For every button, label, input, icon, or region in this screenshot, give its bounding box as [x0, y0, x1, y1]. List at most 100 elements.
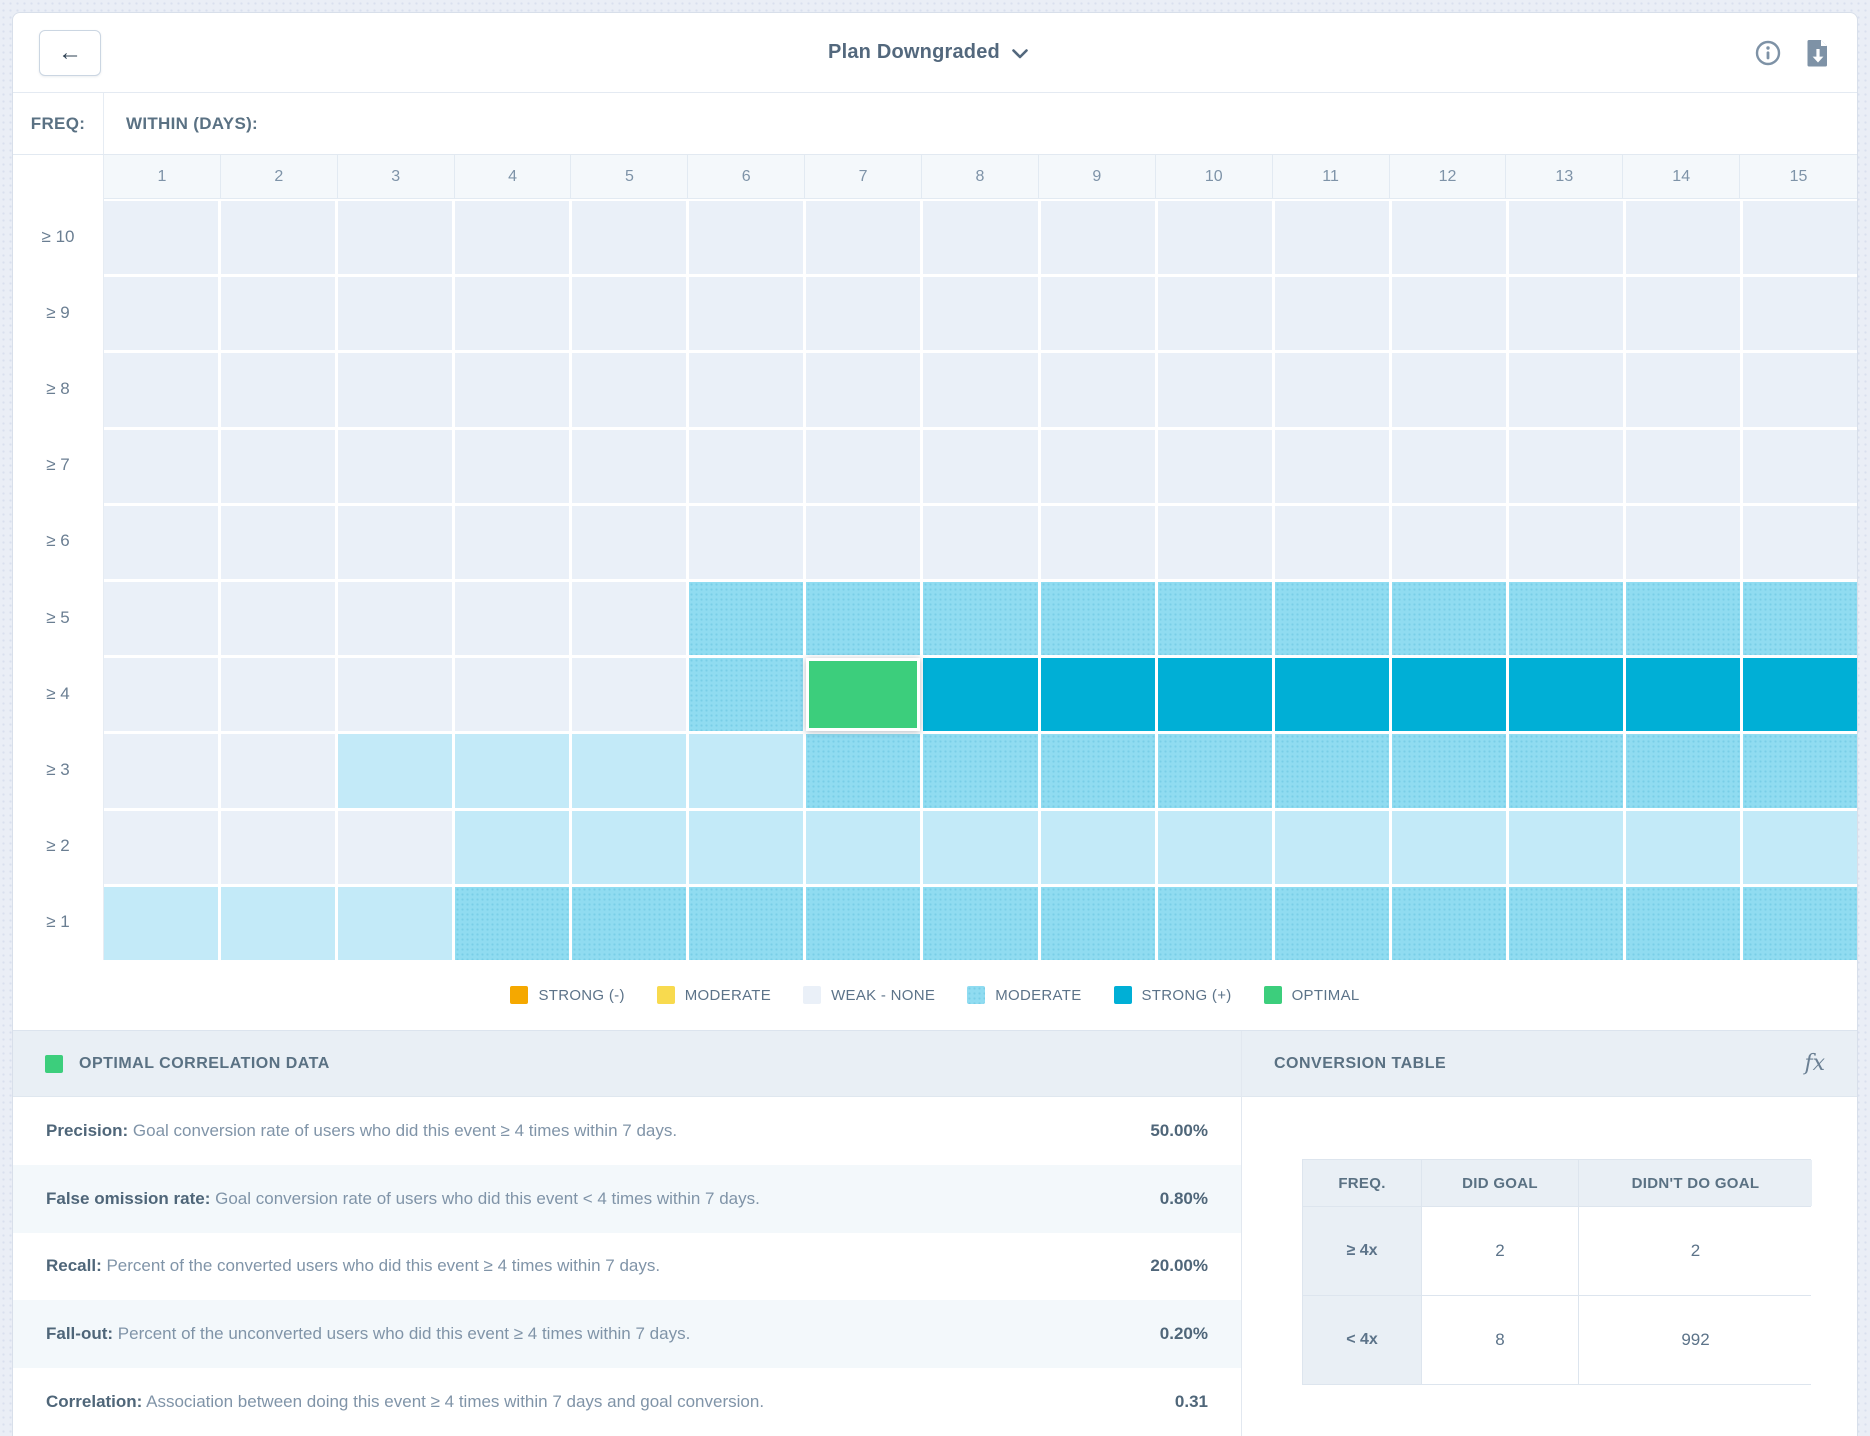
heatmap-cell-moderate[interactable] — [1274, 581, 1389, 656]
heatmap-cell-weak[interactable] — [1508, 201, 1623, 275]
heatmap-cell-light[interactable] — [455, 810, 570, 884]
heatmap-cell-weak[interactable] — [1625, 505, 1740, 579]
heatmap-cell-weak[interactable] — [1157, 277, 1272, 351]
heatmap-cell-weak[interactable] — [1391, 353, 1506, 427]
heatmap-cell-weak[interactable] — [572, 201, 687, 275]
heatmap-cell-weak[interactable] — [1742, 353, 1857, 427]
heatmap-cell-light[interactable] — [104, 886, 219, 960]
heatmap-cell-moderate[interactable] — [1508, 581, 1623, 656]
heatmap-cell-strong[interactable] — [1274, 658, 1389, 732]
heatmap-cell-weak[interactable] — [455, 353, 570, 427]
heatmap-cell-weak[interactable] — [221, 505, 336, 579]
heatmap-cell-weak[interactable] — [689, 277, 804, 351]
heatmap-cell-weak[interactable] — [572, 353, 687, 427]
heatmap-cell-weak[interactable] — [923, 505, 1038, 579]
download-icon[interactable] — [1805, 38, 1831, 68]
heatmap-cell-weak[interactable] — [1742, 277, 1857, 351]
heatmap-cell-light[interactable] — [572, 734, 687, 808]
heatmap-cell-weak[interactable] — [923, 201, 1038, 275]
heatmap-cell-weak[interactable] — [104, 201, 219, 275]
heatmap-cell-strong[interactable] — [1391, 658, 1506, 732]
heatmap-cell-weak[interactable] — [1274, 353, 1389, 427]
heatmap-cell-weak[interactable] — [221, 810, 336, 884]
heatmap-cell-weak[interactable] — [1625, 429, 1740, 503]
heatmap-cell-weak[interactable] — [1157, 505, 1272, 579]
heatmap-cell-light[interactable] — [1040, 810, 1155, 884]
heatmap-cell-strong[interactable] — [923, 658, 1038, 732]
heatmap-cell-moderate[interactable] — [1040, 734, 1155, 808]
heatmap-cell-weak[interactable] — [221, 429, 336, 503]
heatmap-cell-weak[interactable] — [1742, 429, 1857, 503]
heatmap-cell-weak[interactable] — [338, 201, 453, 275]
heatmap-cell-light[interactable] — [455, 734, 570, 808]
heatmap-cell-moderate[interactable] — [1625, 734, 1740, 808]
heatmap-cell-moderate[interactable] — [1040, 581, 1155, 656]
heatmap-cell-moderate[interactable] — [806, 581, 921, 656]
heatmap-cell-weak[interactable] — [104, 734, 219, 808]
heatmap-cell-weak[interactable] — [455, 658, 570, 732]
heatmap-cell-strong[interactable] — [1625, 658, 1740, 732]
heatmap-cell-light[interactable] — [572, 810, 687, 884]
heatmap-cell-weak[interactable] — [221, 581, 336, 656]
heatmap-cell-weak[interactable] — [1391, 201, 1506, 275]
heatmap-cell-weak[interactable] — [1742, 505, 1857, 579]
heatmap-cell-weak[interactable] — [1274, 505, 1389, 579]
heatmap-cell-moderate[interactable] — [923, 734, 1038, 808]
heatmap-cell-weak[interactable] — [338, 429, 453, 503]
heatmap-cell-strong[interactable] — [1157, 658, 1272, 732]
heatmap-cell-weak[interactable] — [806, 201, 921, 275]
heatmap-cell-moderate[interactable] — [806, 734, 921, 808]
heatmap-cell-weak[interactable] — [689, 201, 804, 275]
heatmap-cell-weak[interactable] — [338, 353, 453, 427]
heatmap-cell-strong[interactable] — [1742, 658, 1857, 732]
heatmap-cell-strong[interactable] — [1040, 658, 1155, 732]
heatmap-cell-weak[interactable] — [338, 505, 453, 579]
heatmap-cell-weak[interactable] — [806, 429, 921, 503]
heatmap-cell-light[interactable] — [221, 886, 336, 960]
heatmap-cell-weak[interactable] — [1040, 505, 1155, 579]
heatmap-cell-weak[interactable] — [806, 505, 921, 579]
heatmap-cell-light[interactable] — [923, 810, 1038, 884]
heatmap-cell-optimal[interactable] — [806, 658, 921, 732]
heatmap-cell-weak[interactable] — [338, 810, 453, 884]
heatmap-cell-moderate[interactable] — [1742, 734, 1857, 808]
title-dropdown[interactable]: Plan Downgraded — [101, 41, 1755, 64]
heatmap-cell-weak[interactable] — [806, 277, 921, 351]
heatmap-cell-light[interactable] — [689, 734, 804, 808]
heatmap-cell-strong[interactable] — [1508, 658, 1623, 732]
heatmap-cell-weak[interactable] — [1625, 201, 1740, 275]
heatmap-cell-weak[interactable] — [1742, 201, 1857, 275]
heatmap-cell-weak[interactable] — [1040, 353, 1155, 427]
heatmap-cell-moderate[interactable] — [1274, 734, 1389, 808]
heatmap-cell-weak[interactable] — [221, 658, 336, 732]
heatmap-cell-weak[interactable] — [923, 277, 1038, 351]
heatmap-cell-moderate[interactable] — [1157, 581, 1272, 656]
heatmap-cell-moderate[interactable] — [1742, 581, 1857, 656]
heatmap-cell-weak[interactable] — [104, 581, 219, 656]
heatmap-cell-weak[interactable] — [1508, 277, 1623, 351]
heatmap-cell-weak[interactable] — [221, 277, 336, 351]
heatmap-cell-moderate[interactable] — [1508, 734, 1623, 808]
heatmap-cell-weak[interactable] — [1274, 277, 1389, 351]
heatmap-cell-weak[interactable] — [104, 277, 219, 351]
heatmap-cell-light[interactable] — [1157, 810, 1272, 884]
heatmap-cell-light[interactable] — [689, 810, 804, 884]
heatmap-cell-weak[interactable] — [338, 658, 453, 732]
heatmap-cell-weak[interactable] — [1157, 429, 1272, 503]
heatmap-cell-moderate[interactable] — [689, 886, 804, 960]
heatmap-cell-weak[interactable] — [104, 353, 219, 427]
heatmap-cell-moderate[interactable] — [1742, 886, 1857, 960]
back-button[interactable]: ← — [39, 29, 101, 76]
heatmap-cell-weak[interactable] — [689, 353, 804, 427]
heatmap-cell-weak[interactable] — [221, 201, 336, 275]
heatmap-cell-light[interactable] — [1508, 810, 1623, 884]
heatmap-cell-weak[interactable] — [1040, 277, 1155, 351]
heatmap-cell-weak[interactable] — [572, 277, 687, 351]
heatmap-cell-moderate[interactable] — [1391, 886, 1506, 960]
heatmap-cell-weak[interactable] — [806, 353, 921, 427]
formula-fx-icon[interactable]: fx — [1804, 1051, 1825, 1076]
heatmap-cell-weak[interactable] — [1508, 353, 1623, 427]
heatmap-cell-weak[interactable] — [1625, 353, 1740, 427]
heatmap-cell-weak[interactable] — [221, 734, 336, 808]
heatmap-cell-moderate[interactable] — [1625, 886, 1740, 960]
